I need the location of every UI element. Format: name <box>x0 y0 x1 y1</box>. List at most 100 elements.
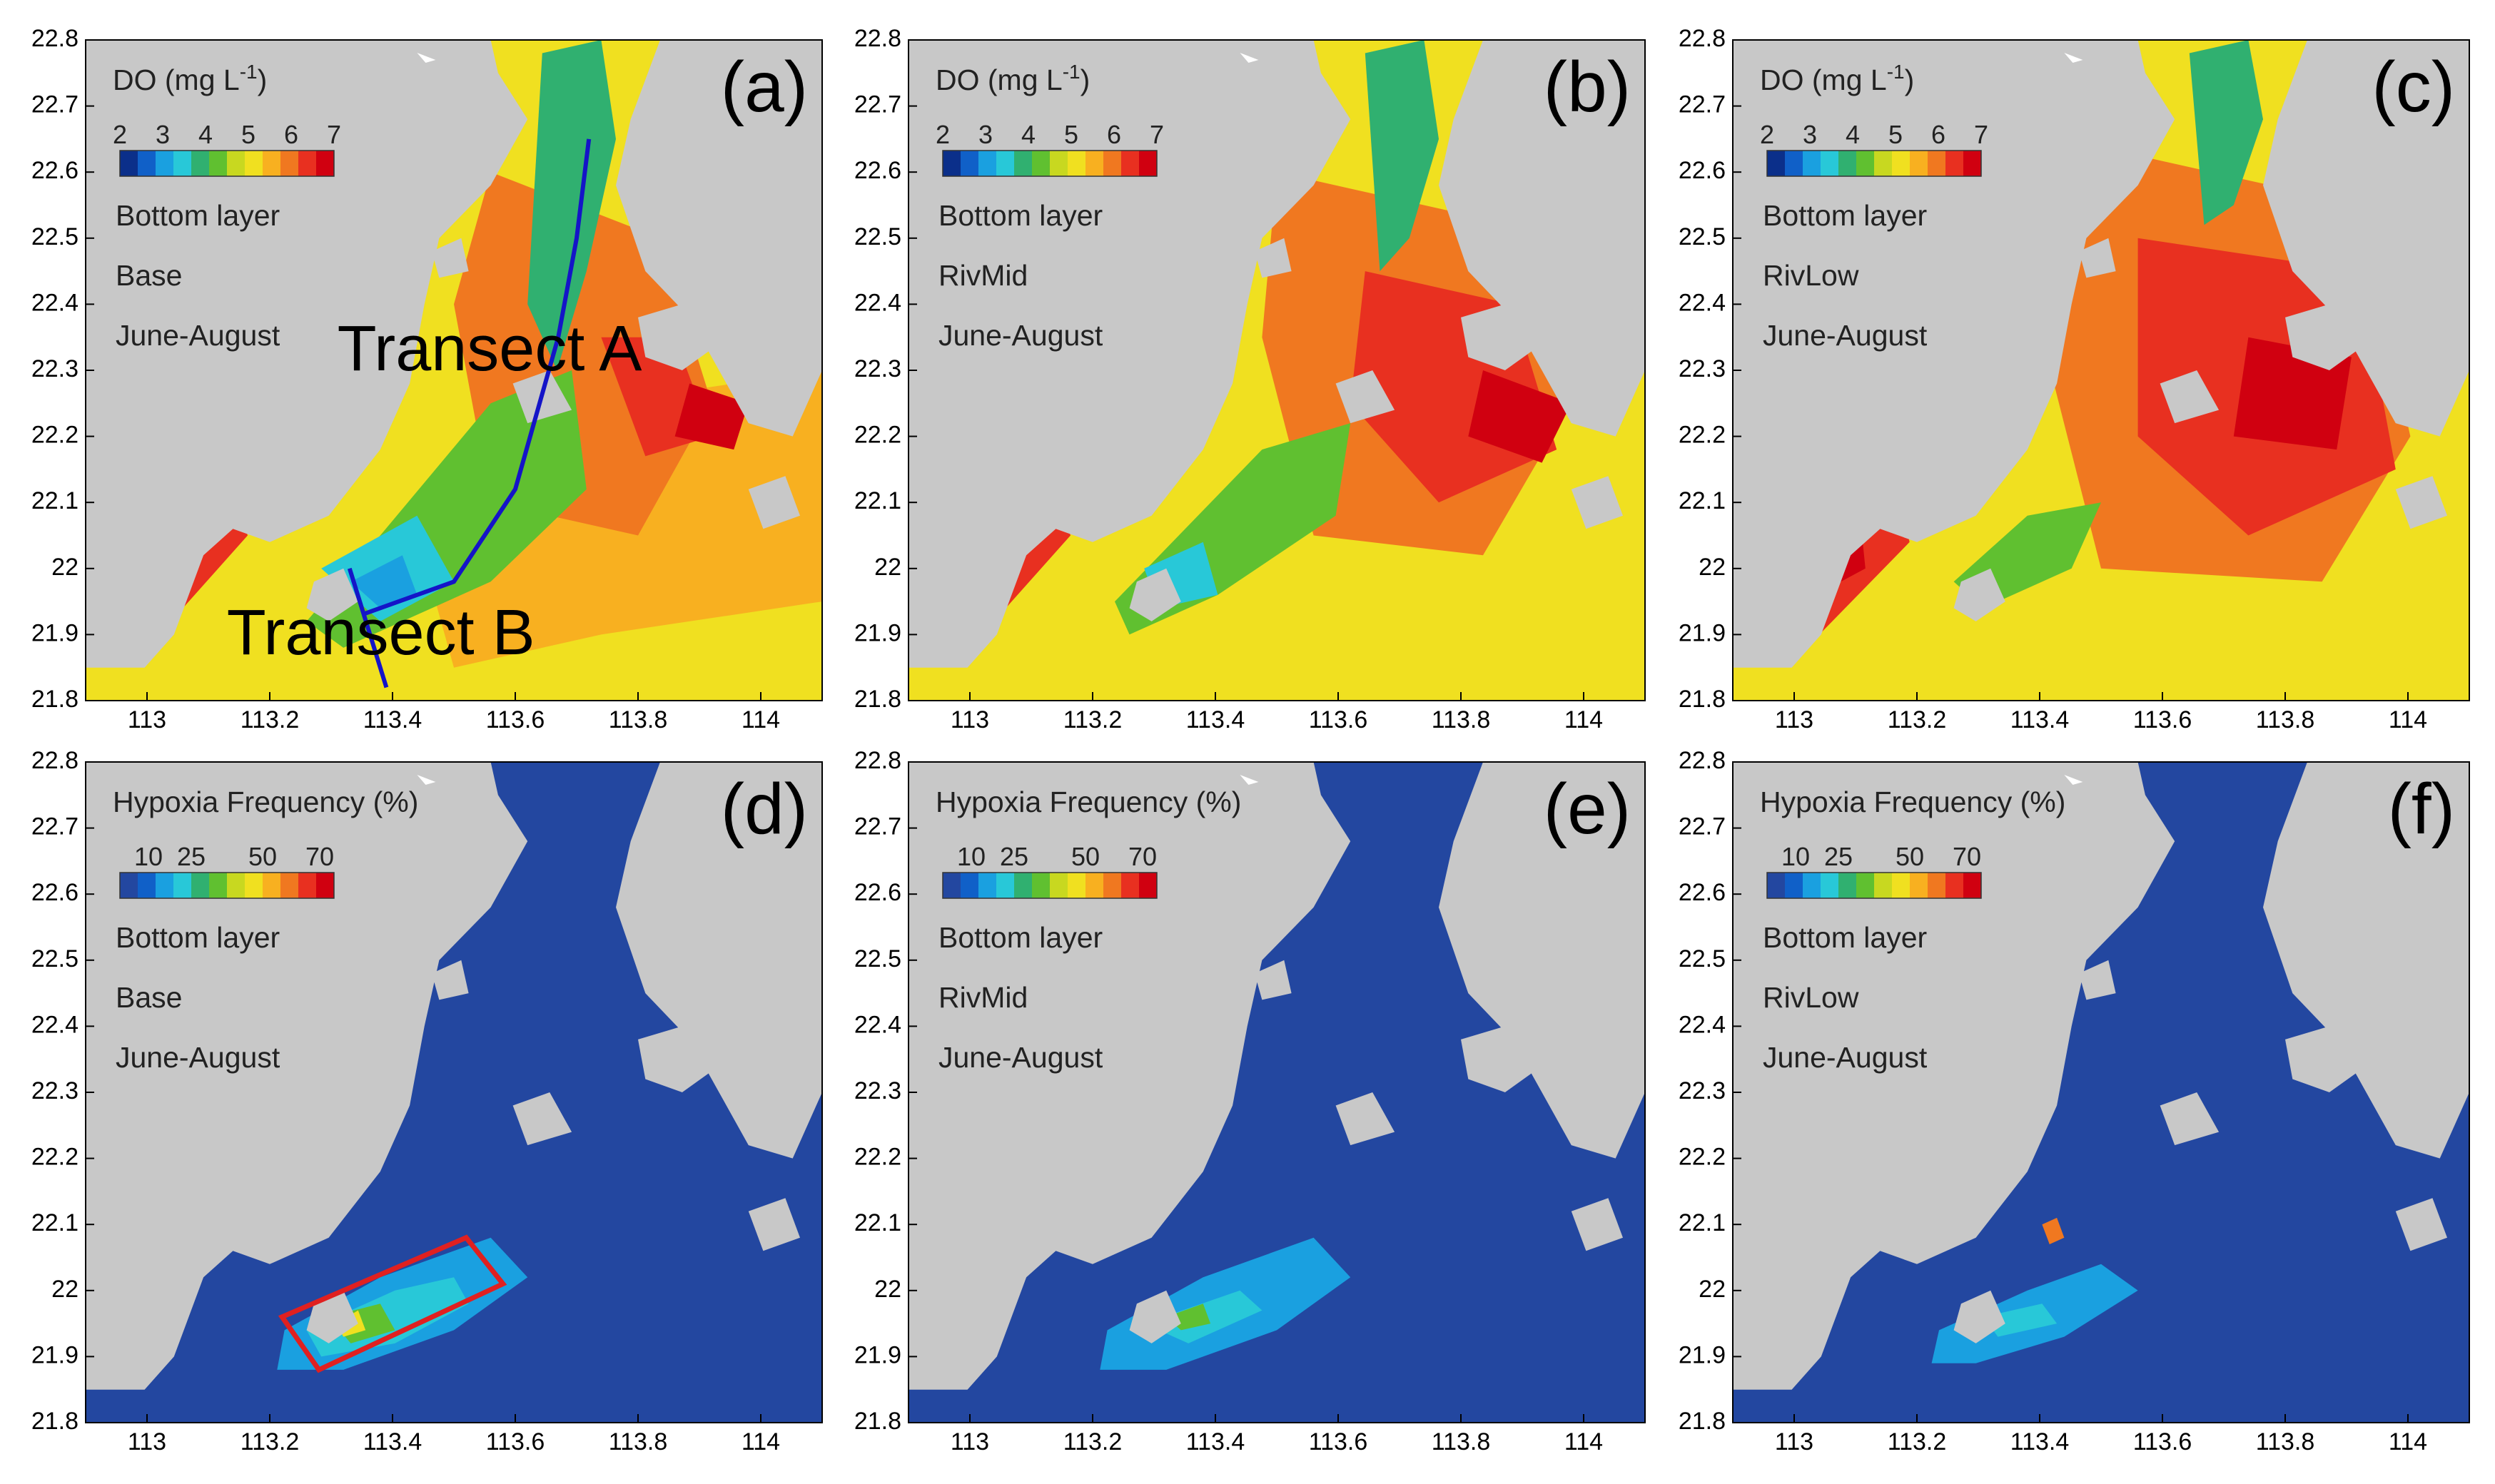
colorbar-swatch <box>138 873 156 898</box>
x-tick-label: 113.2 <box>241 706 300 733</box>
colorbar-swatch <box>1014 151 1033 176</box>
land-mass <box>1129 1290 1181 1343</box>
colorbar-tick-label: 3 <box>1803 120 1817 149</box>
panel-b: 22.822.722.622.522.422.322.222.12221.921… <box>854 25 1646 733</box>
x-tick-label: 113 <box>1775 706 1813 733</box>
land-mass <box>1733 762 2175 1390</box>
transect-b-line <box>347 567 389 688</box>
colorbar-swatch <box>1821 151 1839 176</box>
y-tick-label: 22.1 <box>1679 487 1726 514</box>
y-tick-label: 21.8 <box>854 686 901 713</box>
scenario-label: Base <box>116 259 182 292</box>
y-tick-label: 22.6 <box>31 879 79 906</box>
colorbar-swatch <box>298 873 317 898</box>
y-tick-label: 22.5 <box>1679 945 1726 972</box>
x-tick-label: 114 <box>1564 1428 1603 1455</box>
x-tick-label: 113 <box>951 706 989 733</box>
colorbar-frame <box>119 872 335 899</box>
y-tick-label: 21.8 <box>31 686 79 713</box>
land-mass <box>638 304 719 370</box>
colorbar-tick-label: 4 <box>1021 120 1036 149</box>
y-tick-label: 22 <box>1699 554 1726 581</box>
north-arrow-icon <box>417 775 436 785</box>
colorbar-swatch <box>120 151 138 176</box>
panel-label: (b) <box>1544 47 1631 127</box>
x-tick-label: 113.2 <box>1063 1428 1123 1455</box>
land-mass <box>1439 762 1645 1159</box>
y-tick-label: 22 <box>51 1276 79 1303</box>
colorbar-tick-label: 10 <box>1781 842 1810 871</box>
colorbar-swatch <box>227 151 246 176</box>
land-mass <box>432 238 469 278</box>
north-arrow-icon <box>417 53 436 63</box>
y-tick-label: 22.3 <box>1679 355 1726 382</box>
colorbar-swatch <box>1085 873 1104 898</box>
y-tick-label: 22.4 <box>854 1011 901 1038</box>
y-tick-label: 22 <box>874 1276 901 1303</box>
colorbar-swatch <box>1139 873 1158 898</box>
contour-region <box>674 383 749 450</box>
colorbar-tick-label: 2 <box>1760 120 1774 149</box>
land-mass <box>1733 40 2175 668</box>
land-mass <box>1255 238 1292 278</box>
x-tick-label: 113.8 <box>609 706 668 733</box>
land-mass <box>306 1290 358 1343</box>
x-tick-label: 113 <box>128 706 166 733</box>
colorbar-swatch <box>280 873 299 898</box>
y-tick-label: 22.1 <box>31 1209 79 1236</box>
map-field <box>1733 40 2469 701</box>
land-mass <box>909 40 1351 668</box>
y-tick-label: 22.3 <box>854 355 901 382</box>
x-tick-label: 113.2 <box>1888 706 1947 733</box>
colorbar-swatch <box>1803 873 1821 898</box>
y-tick-label: 22.4 <box>1679 1011 1726 1038</box>
map-field <box>86 40 822 701</box>
colorbar-tick-label: 70 <box>1128 842 1157 871</box>
colorbar-tick-label: 25 <box>177 842 206 871</box>
y-tick-label: 22.3 <box>31 355 79 382</box>
transect-a-label: Transect A <box>338 313 642 385</box>
x-tick-label: 113 <box>1775 1428 1813 1455</box>
colorbar-swatch <box>1963 151 1982 176</box>
north-arrow-icon <box>1240 775 1259 785</box>
colorbar-tick-label: 2 <box>936 120 950 149</box>
y-tick-label: 22.5 <box>31 223 79 250</box>
colorbar-swatch <box>263 151 281 176</box>
colorbar-swatch <box>209 151 228 176</box>
colorbar-swatch <box>1767 151 1786 176</box>
colorbar-title: Hypoxia Frequency (%) <box>936 786 1241 818</box>
colorbar-swatch <box>1928 151 1946 176</box>
y-tick-label: 22.2 <box>1679 422 1726 449</box>
colorbar-tick-label: 4 <box>198 120 213 149</box>
y-tick-label: 22.5 <box>854 945 901 972</box>
colorbar-tick-label: 7 <box>1974 120 1988 149</box>
y-tick-label: 21.8 <box>31 1408 79 1435</box>
y-tick-label: 22.6 <box>854 157 901 184</box>
land-mass <box>1571 1198 1623 1251</box>
scenario-label: RivMid <box>938 259 1028 292</box>
contour-region <box>1365 40 1439 272</box>
land-mass <box>1461 1026 1542 1092</box>
land-mass <box>1335 370 1395 424</box>
land-mass <box>2079 238 2116 278</box>
colorbar-swatch <box>1910 873 1928 898</box>
period-label: June-August <box>1763 319 1928 352</box>
x-tick-label: 113.6 <box>2133 706 2192 733</box>
y-tick-label: 22.1 <box>1679 1209 1726 1236</box>
scenario-label: RivLow <box>1763 259 1859 292</box>
x-tick-label: 113.8 <box>2256 706 2315 733</box>
colorbar-swatch <box>1874 151 1893 176</box>
colorbar-tick-label: 6 <box>1931 120 1945 149</box>
y-tick-label: 22.2 <box>31 1144 79 1171</box>
north-arrow-icon <box>2064 775 2083 785</box>
panel-label: (f) <box>2388 769 2455 849</box>
panel-d: 22.8 22.7 22.6 22.5 22.4 22.3 22.2 22.1 22 21.9 21… <box>31 747 823 1455</box>
contour-region <box>527 40 616 370</box>
x-tick-label: 113.2 <box>1888 1428 1947 1455</box>
colorbar-title: DO (mg L-1) <box>113 61 267 96</box>
colorbar-swatch <box>120 873 138 898</box>
y-tick-label: 22.8 <box>1679 25 1726 52</box>
colorbar-frame <box>942 150 1158 177</box>
colorbar-swatch <box>978 873 997 898</box>
land-mass <box>1461 304 1542 370</box>
